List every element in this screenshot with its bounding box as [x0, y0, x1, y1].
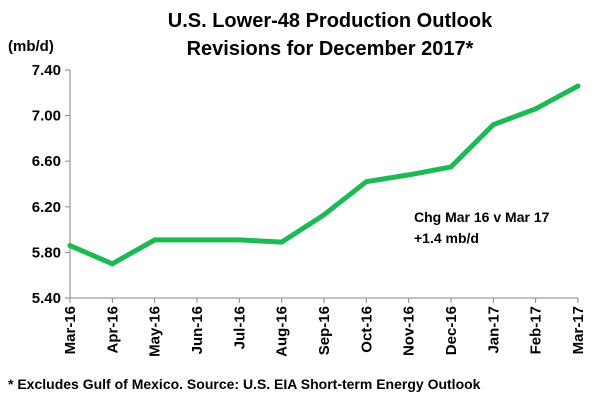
data-point [194, 237, 200, 243]
y-tick-label: 5.80 [32, 244, 61, 261]
data-point [109, 261, 115, 267]
x-tick-label: Oct-16 [358, 306, 375, 353]
chart-axes [69, 70, 578, 299]
chart-title-line2: Revisions for December 2017* [186, 38, 474, 60]
x-tick-label: Nov-16 [401, 306, 418, 356]
annotation-line2: +1.4 mb/d [414, 230, 479, 246]
y-tick-label: 7.00 [32, 108, 61, 125]
y-tick-label: 5.40 [32, 290, 61, 307]
y-tick-label: 6.60 [32, 153, 61, 170]
series-layer [67, 83, 581, 267]
data-point [67, 243, 73, 249]
x-tick-label: Feb-17 [528, 306, 545, 354]
annotation-line1: Chg Mar 16 v Mar 17 [414, 209, 550, 225]
y-unit-label: (mb/d) [8, 38, 54, 55]
x-tick-label: Jul-16 [231, 306, 248, 349]
data-point [575, 83, 581, 89]
data-point [279, 239, 285, 245]
data-point [363, 179, 369, 185]
x-tick-label: Dec-16 [443, 306, 460, 355]
x-axis-ticks: Mar-16 Apr-16 May-16 Jun-16 Jul-16 Aug-16 Sep-… [62, 298, 587, 357]
data-point [533, 106, 539, 112]
x-tick-label: Jun-16 [189, 306, 206, 354]
data-point [406, 172, 412, 178]
change-annotation: Chg Mar 16 v Mar 17 +1.4 mb/d [414, 207, 549, 249]
x-tick-label: May-16 [147, 306, 164, 357]
y-tick-label: 7.40 [32, 62, 61, 79]
x-tick-label: Mar-16 [62, 306, 79, 354]
x-tick-label: Sep-16 [316, 306, 333, 355]
data-point [490, 122, 496, 128]
footnote: * Excludes Gulf of Mexico. Source: U.S. … [8, 376, 481, 392]
data-point [236, 237, 242, 243]
x-tick-label: Jan-17 [485, 306, 502, 354]
data-point [152, 237, 158, 243]
chart-title-line1: U.S. Lower-48 Production Outlook [167, 10, 493, 32]
y-tick-label: 6.20 [32, 199, 61, 216]
x-tick-label: Apr-16 [104, 306, 121, 354]
x-tick-label: Aug-16 [274, 306, 291, 357]
data-point [321, 212, 327, 218]
data-point [448, 164, 454, 170]
y-axis-ticks: 5.40 5.80 6.20 6.60 7.00 7.40 [32, 62, 70, 307]
x-tick-label: Mar-17 [570, 306, 587, 354]
